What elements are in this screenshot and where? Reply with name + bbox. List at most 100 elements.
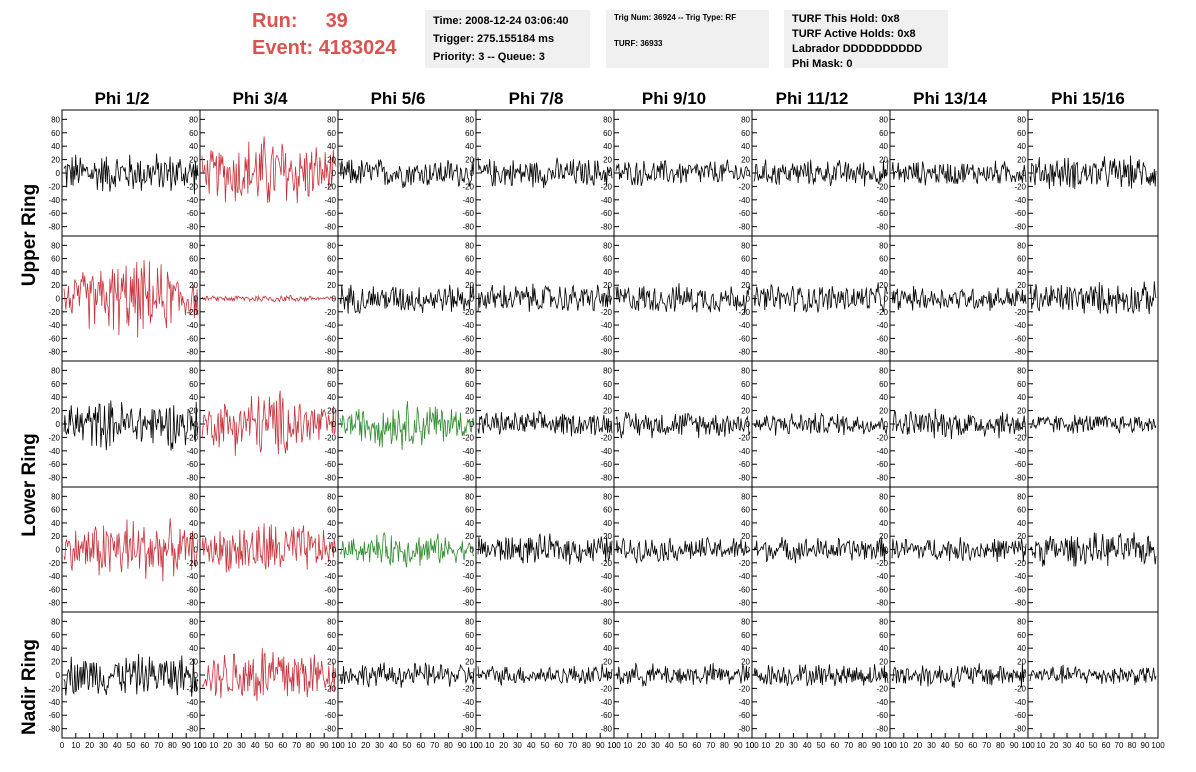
- y-tick-label: 80: [465, 617, 474, 626]
- y-tick-label: 40: [879, 644, 888, 653]
- y-tick-label: 40: [327, 142, 336, 151]
- y-tick-label: -40: [462, 572, 474, 581]
- y-tick-label: 20: [879, 407, 888, 416]
- y-tick-label: 0: [194, 169, 199, 178]
- y-tick-label: 20: [327, 658, 336, 667]
- y-tick-label: -40: [48, 572, 60, 581]
- y-tick-label: -20: [600, 182, 612, 191]
- y-tick-label: -80: [48, 474, 60, 483]
- y-tick-label: 40: [1017, 519, 1026, 528]
- y-tick-label: 60: [741, 506, 750, 515]
- y-tick-label: 20: [327, 407, 336, 416]
- y-tick-label: -80: [186, 725, 198, 734]
- y-tick-label: -20: [738, 182, 750, 191]
- y-tick-label: 0: [884, 420, 889, 429]
- y-tick-label: -40: [600, 447, 612, 456]
- y-tick-label: -40: [738, 447, 750, 456]
- x-tick-label: 10: [485, 741, 494, 750]
- y-tick-label: -80: [876, 223, 888, 232]
- y-tick-label: -60: [324, 209, 336, 218]
- y-tick-label: 80: [51, 492, 60, 501]
- turf-text: TURF: 36933: [614, 39, 663, 48]
- y-tick-label: -20: [738, 308, 750, 317]
- y-tick-label: 0: [332, 546, 337, 555]
- y-tick-label: 80: [51, 366, 60, 375]
- x-tick-label: 50: [127, 741, 136, 750]
- run-line: Run: 39: [252, 8, 422, 35]
- y-tick-label: -80: [600, 223, 612, 232]
- y-tick-label: 20: [741, 407, 750, 416]
- y-tick-label: -60: [324, 334, 336, 343]
- y-tick-label: 40: [327, 268, 336, 277]
- y-tick-label: -40: [600, 572, 612, 581]
- x-tick-label: 70: [982, 741, 991, 750]
- y-tick-label: 20: [51, 281, 60, 290]
- y-tick-label: -60: [738, 460, 750, 469]
- y-tick-label: 80: [741, 617, 750, 626]
- y-tick-label: 0: [746, 295, 751, 304]
- column-header-phi-7-8: Phi 7/8: [508, 89, 564, 108]
- y-tick-label: -40: [738, 698, 750, 707]
- y-tick-label: -60: [876, 711, 888, 720]
- y-tick-label: -40: [1014, 698, 1026, 707]
- y-tick-label: -80: [1014, 348, 1026, 357]
- y-tick-label: -40: [876, 321, 888, 330]
- y-tick-label: 20: [879, 281, 888, 290]
- y-tick-label: -40: [48, 321, 60, 330]
- y-tick-label: -40: [48, 447, 60, 456]
- y-tick-label: 20: [189, 281, 198, 290]
- y-tick-label: 80: [189, 617, 198, 626]
- x-tick-label: 20: [1050, 741, 1059, 750]
- waveform-trace: [1029, 414, 1157, 434]
- y-tick-label: 40: [51, 393, 60, 402]
- y-tick-label: 80: [465, 366, 474, 375]
- x-tick-label: 80: [444, 741, 453, 750]
- y-tick-label: -80: [876, 599, 888, 608]
- y-tick-label: -80: [324, 474, 336, 483]
- y-tick-label: 0: [470, 169, 475, 178]
- run-label: Run:: [252, 10, 298, 32]
- y-tick-label: 80: [879, 492, 888, 501]
- y-tick-label: -20: [1014, 684, 1026, 693]
- panel-frame: [475, 109, 615, 237]
- x-tick-label: 90: [1141, 741, 1150, 750]
- y-tick-label: 80: [879, 241, 888, 250]
- x-tick-label: 0: [612, 741, 617, 750]
- waveform-trace: [753, 282, 889, 313]
- panel-frame: [61, 109, 201, 237]
- y-tick-label: 20: [1017, 156, 1026, 165]
- y-tick-label: 60: [465, 506, 474, 515]
- y-tick-label: -20: [48, 308, 60, 317]
- y-tick-label: 60: [603, 129, 612, 138]
- waveform-trace: [63, 653, 199, 697]
- y-tick-label: 80: [603, 617, 612, 626]
- panel-frame: [613, 235, 753, 362]
- y-tick-label: 0: [56, 420, 61, 429]
- y-tick-label: -20: [48, 182, 60, 191]
- x-tick-label: 10: [209, 741, 218, 750]
- y-tick-label: 40: [189, 142, 198, 151]
- y-tick-label: -40: [324, 572, 336, 581]
- waveform-trace: [891, 285, 1027, 311]
- y-tick-label: -40: [186, 572, 198, 581]
- x-tick-label: 40: [803, 741, 812, 750]
- y-tick-label: 40: [189, 644, 198, 653]
- y-tick-label: -80: [462, 348, 474, 357]
- waveform-trace: [891, 160, 1027, 186]
- turf-info-panel: TURF This Hold: 0x8 TURF Active Holds: 0…: [784, 10, 948, 70]
- y-tick-label: 0: [470, 295, 475, 304]
- x-tick-label: 60: [968, 741, 977, 750]
- y-tick-label: 0: [608, 295, 613, 304]
- y-tick-label: -20: [462, 308, 474, 317]
- y-tick-label: -40: [600, 698, 612, 707]
- y-tick-label: 0: [1022, 546, 1027, 555]
- x-tick-label: 80: [306, 741, 315, 750]
- panel-frame: [751, 360, 891, 488]
- x-tick-label: 60: [278, 741, 287, 750]
- y-tick-label: 60: [1017, 129, 1026, 138]
- y-tick-label: -40: [186, 698, 198, 707]
- y-tick-label: -40: [876, 698, 888, 707]
- y-tick-label: -60: [1014, 209, 1026, 218]
- y-tick-label: -20: [462, 559, 474, 568]
- y-tick-label: -20: [186, 433, 198, 442]
